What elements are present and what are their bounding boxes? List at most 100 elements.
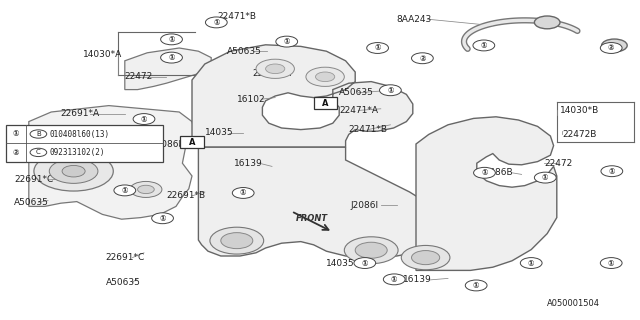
Polygon shape xyxy=(416,117,557,270)
Circle shape xyxy=(380,85,401,96)
Text: A: A xyxy=(322,99,328,108)
Polygon shape xyxy=(125,48,211,90)
Circle shape xyxy=(465,280,487,291)
Circle shape xyxy=(30,148,47,156)
Text: 14030*A: 14030*A xyxy=(83,50,122,59)
Bar xyxy=(6,125,163,162)
Text: ①: ① xyxy=(284,37,290,46)
Text: ①: ① xyxy=(13,130,19,139)
Text: ①: ① xyxy=(473,281,479,290)
Circle shape xyxy=(355,242,387,258)
Text: ①: ① xyxy=(481,168,488,177)
Text: 22471*A: 22471*A xyxy=(339,106,378,115)
Circle shape xyxy=(232,188,254,198)
Text: ①: ① xyxy=(542,173,548,182)
Polygon shape xyxy=(198,147,448,258)
Circle shape xyxy=(474,167,495,178)
Text: ①: ① xyxy=(528,259,534,268)
Circle shape xyxy=(49,159,98,183)
Text: A050001504: A050001504 xyxy=(547,300,600,308)
Text: ①: ① xyxy=(609,167,615,176)
Circle shape xyxy=(221,233,253,249)
Text: 092313102(2): 092313102(2) xyxy=(50,148,106,157)
Circle shape xyxy=(34,151,113,191)
Text: ①: ① xyxy=(387,86,394,95)
Circle shape xyxy=(401,245,450,270)
Text: ②: ② xyxy=(13,148,19,157)
Circle shape xyxy=(601,166,623,177)
Circle shape xyxy=(161,52,182,63)
Text: 22691*B: 22691*B xyxy=(166,191,205,200)
Text: ①: ① xyxy=(362,259,368,268)
Text: FRONT: FRONT xyxy=(296,214,328,223)
Circle shape xyxy=(383,274,405,285)
Circle shape xyxy=(205,17,227,28)
Circle shape xyxy=(354,258,376,268)
Text: 22472: 22472 xyxy=(544,159,572,168)
Circle shape xyxy=(412,251,440,265)
Text: 14030*B: 14030*B xyxy=(560,106,599,115)
Text: ②: ② xyxy=(419,54,426,63)
Text: A: A xyxy=(189,138,195,147)
Circle shape xyxy=(266,64,285,74)
Circle shape xyxy=(8,130,24,138)
Text: ①: ① xyxy=(213,18,220,27)
Circle shape xyxy=(602,39,627,52)
Text: 22472B: 22472B xyxy=(562,130,596,139)
Text: 14035: 14035 xyxy=(205,128,234,137)
Circle shape xyxy=(306,67,344,86)
Text: A50635: A50635 xyxy=(14,198,49,207)
Circle shape xyxy=(133,114,155,124)
Circle shape xyxy=(30,130,47,138)
Circle shape xyxy=(520,258,542,268)
Circle shape xyxy=(600,43,622,53)
Circle shape xyxy=(152,213,173,224)
Circle shape xyxy=(138,185,154,194)
Text: A50635: A50635 xyxy=(227,47,262,56)
Text: 16102: 16102 xyxy=(237,95,266,104)
Circle shape xyxy=(130,181,162,197)
Text: 22471*B: 22471*B xyxy=(218,12,257,21)
Circle shape xyxy=(210,227,264,254)
Bar xyxy=(180,136,204,148)
Text: 8AA243: 8AA243 xyxy=(397,15,432,24)
Circle shape xyxy=(62,165,85,177)
Text: ①: ① xyxy=(240,188,246,197)
Text: 26486B: 26486B xyxy=(479,168,513,177)
Bar xyxy=(314,97,337,109)
Circle shape xyxy=(276,36,298,47)
Text: 14035: 14035 xyxy=(326,259,355,268)
Text: 010408l60(13): 010408l60(13) xyxy=(50,130,110,139)
Circle shape xyxy=(114,185,136,196)
Text: C: C xyxy=(36,149,41,156)
Text: ②: ② xyxy=(608,44,614,52)
Text: ①: ① xyxy=(391,275,397,284)
Text: A50635: A50635 xyxy=(339,88,374,97)
Text: ①: ① xyxy=(481,41,487,50)
Text: J2086l: J2086l xyxy=(351,201,379,210)
Text: ①: ① xyxy=(168,53,175,62)
Circle shape xyxy=(412,53,433,64)
Text: 22471*A: 22471*A xyxy=(253,69,292,78)
Text: ①: ① xyxy=(608,259,614,268)
Text: ①: ① xyxy=(159,214,166,223)
Text: ①: ① xyxy=(374,44,381,52)
Text: 16139: 16139 xyxy=(403,276,432,284)
Text: ①: ① xyxy=(141,115,147,124)
Text: 22691*A: 22691*A xyxy=(61,109,100,118)
Circle shape xyxy=(344,237,398,264)
Text: A50635: A50635 xyxy=(106,278,140,287)
Text: 22691*C: 22691*C xyxy=(14,175,53,184)
Circle shape xyxy=(256,59,294,78)
Polygon shape xyxy=(192,45,413,147)
Circle shape xyxy=(534,172,556,183)
Text: 16139: 16139 xyxy=(234,159,262,168)
Circle shape xyxy=(600,258,622,268)
Text: J2086l: J2086l xyxy=(154,140,182,149)
Text: ①: ① xyxy=(122,186,128,195)
Circle shape xyxy=(8,148,24,156)
Circle shape xyxy=(161,34,182,45)
Text: ①: ① xyxy=(168,35,175,44)
Circle shape xyxy=(473,40,495,51)
Text: 22472: 22472 xyxy=(125,72,153,81)
